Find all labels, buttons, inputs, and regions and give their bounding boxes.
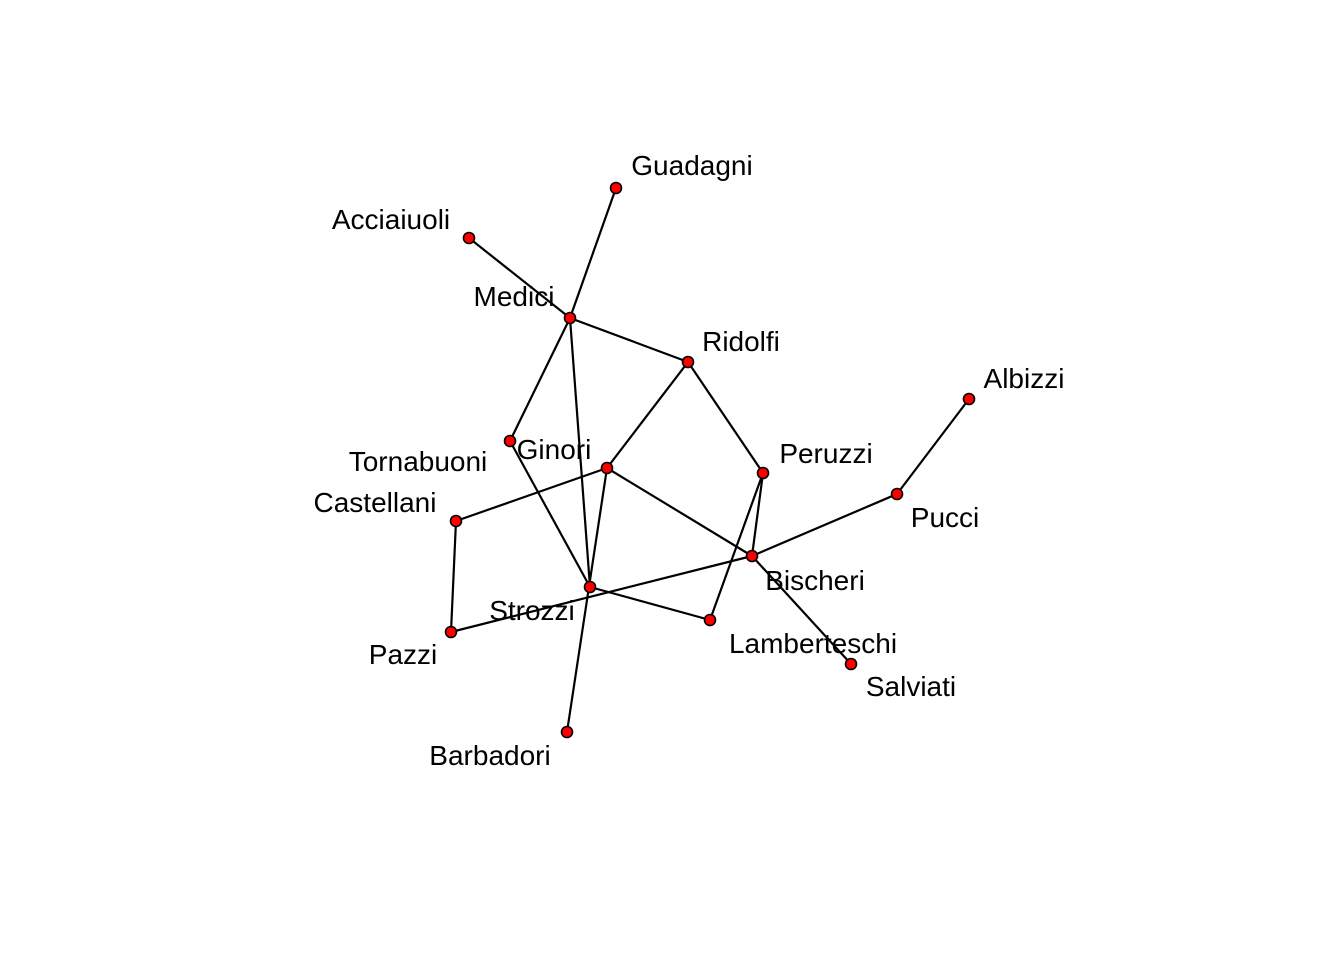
edge-castellani-pazzi bbox=[449, 520, 458, 633]
node-label-lamberteschi: Lamberteschi bbox=[729, 628, 897, 659]
graph-edges bbox=[449, 187, 970, 733]
node-label-salviati: Salviati bbox=[866, 671, 956, 702]
edge-ginori-castellani bbox=[455, 466, 608, 523]
node-label-guadagni: Guadagni bbox=[631, 150, 752, 181]
node-lamberteschi bbox=[703, 613, 717, 627]
node-pucci bbox=[890, 487, 904, 501]
node-label-acciaiuoli: Acciaiuoli bbox=[332, 204, 450, 235]
edge-albizzi-pucci bbox=[896, 398, 970, 495]
node-ginori bbox=[600, 461, 614, 475]
node-label-barbadori: Barbadori bbox=[429, 740, 550, 771]
graph-labels: Guadagni Acciaiuoli Medici Ridolfi Albizzi To… bbox=[314, 150, 1065, 771]
edge-ginori-bischeri bbox=[606, 467, 753, 557]
node-label-pucci: Pucci bbox=[911, 502, 979, 533]
node-tornabuoni bbox=[503, 434, 517, 448]
edge-ridolfi-ginori bbox=[606, 361, 689, 469]
node-label-ridolfi: Ridolfi bbox=[702, 326, 780, 357]
node-label-albizzi: Albizzi bbox=[984, 363, 1065, 394]
edge-medici-ridolfi bbox=[569, 316, 689, 364]
edge-acciaiuoli-medici bbox=[468, 237, 571, 319]
node-albizzi bbox=[962, 392, 976, 406]
node-label-tornabuoni: Tornabuoni bbox=[349, 446, 488, 477]
node-peruzzi bbox=[756, 466, 770, 480]
edge-guadagni-medici bbox=[568, 187, 618, 319]
edge-medici-tornabuoni bbox=[509, 317, 571, 442]
edge-pazzi-bischeri bbox=[450, 554, 753, 634]
edge-ginori-barbadori bbox=[565, 467, 609, 733]
node-pazzi bbox=[444, 625, 458, 639]
node-salviati bbox=[844, 657, 858, 671]
edge-peruzzi-lamberteschi bbox=[708, 472, 765, 621]
node-label-medici: Medici bbox=[474, 281, 555, 312]
edge-strozzi-lamberteschi bbox=[589, 585, 711, 622]
edge-tornabuoni-strozzi bbox=[509, 440, 591, 588]
node-ridolfi bbox=[681, 355, 695, 369]
edge-peruzzi-bischeri bbox=[750, 472, 765, 557]
node-label-strozzi: Strozzi bbox=[489, 595, 575, 626]
node-medici bbox=[563, 311, 577, 325]
node-bischeri bbox=[745, 549, 759, 563]
edge-bischeri-salviati bbox=[751, 555, 852, 665]
node-strozzi bbox=[583, 580, 597, 594]
node-acciaiuoli bbox=[462, 231, 476, 245]
graph-nodes bbox=[444, 181, 976, 739]
edge-ridolfi-peruzzi bbox=[687, 361, 764, 474]
edge-bischeri-pucci bbox=[751, 492, 898, 558]
node-label-castellani: Castellani bbox=[314, 487, 437, 518]
node-castellani bbox=[449, 514, 463, 528]
node-barbadori bbox=[560, 725, 574, 739]
node-guadagni bbox=[609, 181, 623, 195]
edge-medici-strozzi bbox=[568, 317, 592, 588]
node-label-ginori: Ginori bbox=[517, 434, 592, 465]
node-label-pazzi: Pazzi bbox=[369, 639, 437, 670]
node-label-bischeri: Bischeri bbox=[765, 565, 865, 596]
node-label-peruzzi: Peruzzi bbox=[779, 438, 872, 469]
